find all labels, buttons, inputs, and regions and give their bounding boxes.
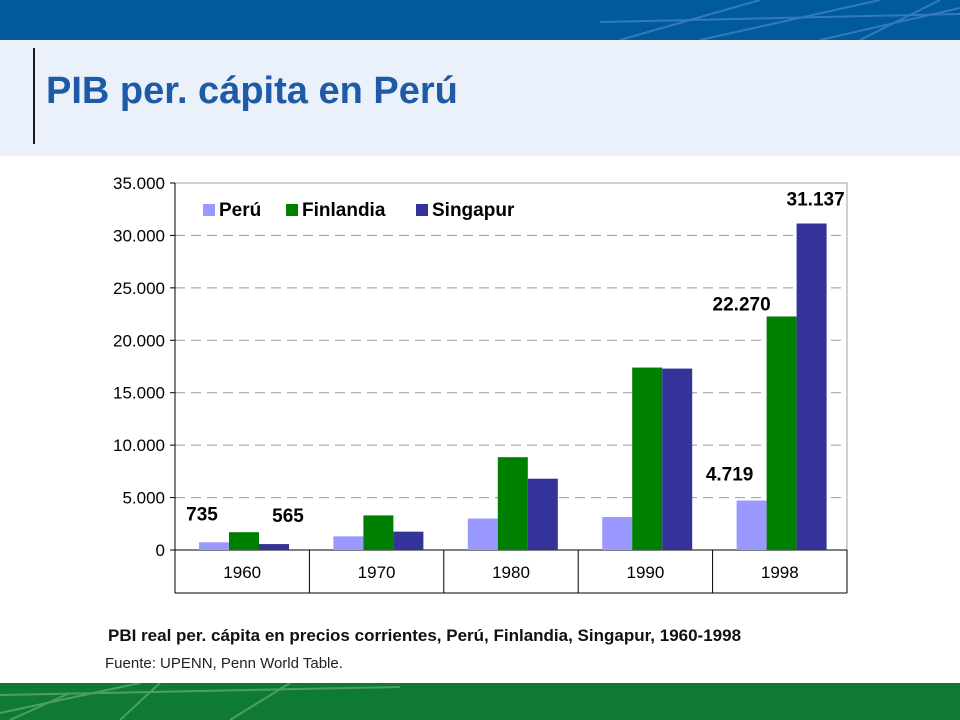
data-label: 4.719 [706,465,754,486]
data-label: 565 [272,506,304,527]
y-tick-label: 15.000 [113,384,165,403]
top-band [0,0,960,40]
data-label: 735 [186,504,218,525]
bar-singapur-1980 [527,478,558,550]
x-tick-label: 1990 [626,563,664,582]
data-label: 31.137 [787,190,845,211]
y-tick-label: 35.000 [113,174,165,193]
data-label: 22.270 [713,294,771,315]
y-tick-label: 20.000 [113,331,165,350]
y-tick-label: 30.000 [113,226,165,245]
bar-finlandia-1970 [363,515,394,550]
bar-finlandia-1980 [497,457,528,550]
y-tick-label: 0 [156,541,165,560]
bar-perú-1980 [467,518,498,550]
title-band [0,40,960,156]
x-tick-label: 1960 [223,563,261,582]
bar-chart: 0 5.000 10.000 15.000 20.000 25.000 30.000 35.0… [113,174,848,594]
bar-perú-1960 [199,542,229,550]
decorative-lines [599,0,960,40]
title-divider [33,48,35,144]
x-tick-label: 1998 [761,563,799,582]
y-tick-label: 25.000 [113,279,165,298]
legend-label-perú: Perú [219,200,261,221]
x-tick-label: 1970 [358,563,396,582]
bar-singapur-1960 [259,544,289,550]
bar-perú-1990 [602,516,633,550]
chart-caption: PBI real per. cápita en precios corrient… [108,626,742,645]
legend-label-finlandia: Finlandia [302,200,386,221]
bar-singapur-1970 [393,531,424,550]
bar-perú-1970 [333,536,364,550]
page-title: PIB per. cápita en Perú [46,70,458,112]
bar-finlandia-1960 [229,532,259,550]
legend-swatch-singapur [416,204,428,216]
chart-source: Fuente: UPENN, Penn World Table. [105,655,343,672]
bar-finlandia-1990 [632,367,663,550]
bottom-band [0,683,960,720]
bar-singapur-1990 [662,368,693,550]
decorative-lines-bottom [0,683,401,720]
legend-swatch-finlandia [286,204,298,216]
x-tick-label: 1980 [492,563,530,582]
legend-label-singapur: Singapur [432,200,515,221]
y-tick-label: 5.000 [122,489,165,508]
legend-swatch-perú [203,204,215,216]
bar-perú-1998 [736,500,767,550]
bar-finlandia-1998 [766,316,797,550]
y-tick-label: 10.000 [113,436,165,455]
bar-singapur-1998 [796,223,827,550]
